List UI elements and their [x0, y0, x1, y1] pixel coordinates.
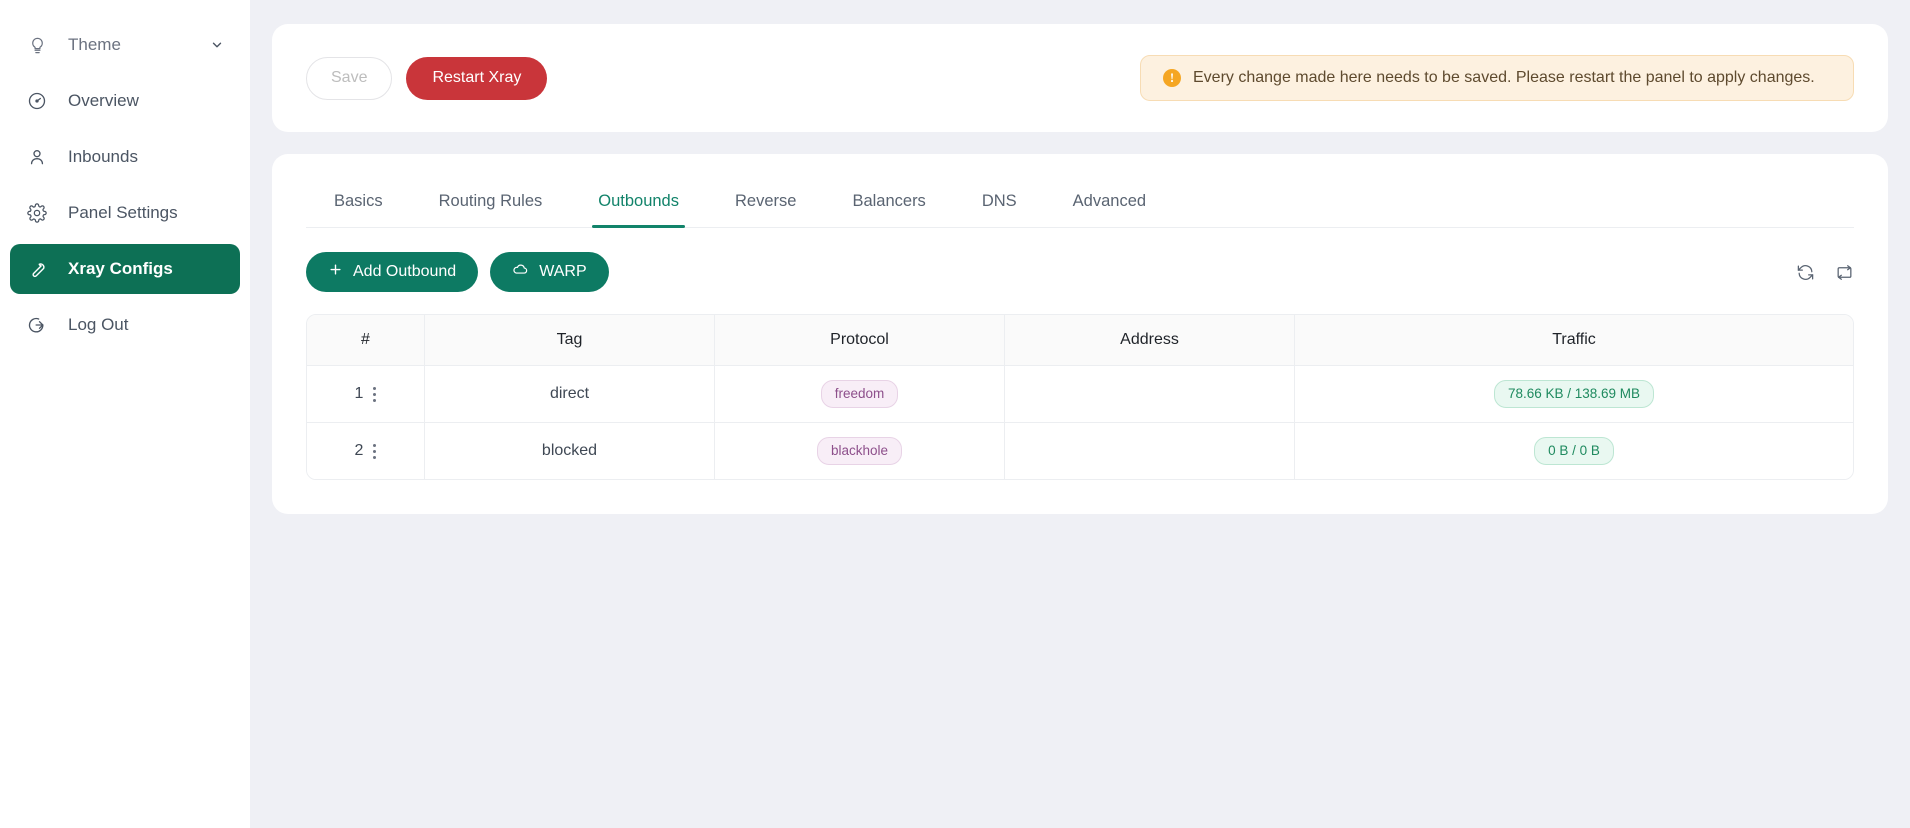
toolbar-card: Save Restart Xray ! Every change made he…: [272, 24, 1888, 132]
protocol-badge: freedom: [820, 380, 899, 409]
table-header-row: # Tag Protocol Address Traffic: [307, 315, 1853, 366]
row-menu-icon[interactable]: [373, 443, 377, 459]
sidebar-item-label: Overview: [68, 91, 139, 110]
sidebar-item-overview[interactable]: Overview: [10, 76, 240, 126]
cell-tag: direct: [425, 366, 715, 424]
cell-address: [1005, 366, 1295, 424]
column-header-tag: Tag: [425, 315, 715, 366]
column-header-traffic: Traffic: [1295, 315, 1853, 366]
wrench-icon: [26, 258, 48, 280]
outbounds-table: # Tag Protocol Address Traffic 1: [306, 314, 1854, 481]
add-outbound-button[interactable]: Add Outbound: [306, 252, 479, 292]
cell-address: [1005, 423, 1295, 480]
cell-protocol: freedom: [715, 366, 1005, 424]
sidebar-item-panel-settings[interactable]: Panel Settings: [10, 188, 240, 238]
warp-label: WARP: [539, 263, 587, 280]
bulb-icon: [26, 34, 48, 56]
table-body: 1 direct freedom 78.66 KB / 138.69 MB: [307, 366, 1853, 480]
refresh-icon[interactable]: [1796, 263, 1815, 282]
table-row[interactable]: 2 blocked blackhole 0 B / 0 B: [307, 423, 1853, 480]
gauge-icon: [26, 90, 48, 112]
save-button[interactable]: Save: [306, 56, 393, 100]
tab-routing-rules[interactable]: Routing Rules: [438, 192, 543, 210]
row-index: 1: [354, 385, 364, 403]
traffic-badge: 0 B / 0 B: [1534, 437, 1614, 466]
tab-outbounds[interactable]: Outbounds: [570, 180, 707, 228]
chevron-down-icon[interactable]: [210, 38, 224, 52]
column-header-protocol: Protocol: [715, 315, 1005, 366]
xray-configs-card: Basics Routing Rules Outbounds Reverse B…: [272, 154, 1888, 515]
sidebar-item-label: Xray Configs: [68, 259, 173, 278]
sidebar-item-inbounds[interactable]: Inbounds: [10, 132, 240, 182]
sidebar-item-theme[interactable]: Theme: [10, 20, 240, 70]
gear-icon: [26, 202, 48, 224]
exclamation-circle-icon: !: [1163, 69, 1181, 87]
sidebar-item-log-out[interactable]: Log Out: [10, 300, 240, 350]
row-menu-icon[interactable]: [373, 386, 377, 402]
sidebar-item-label: Theme: [68, 35, 121, 54]
warp-button[interactable]: WARP: [490, 252, 609, 292]
tab-basics[interactable]: Basics: [334, 192, 383, 210]
sidebar-item-label: Inbounds: [68, 147, 138, 166]
protocol-badge: blackhole: [816, 437, 903, 466]
sidebar-item-xray-configs[interactable]: Xray Configs: [10, 244, 240, 294]
table-tools: [1796, 263, 1854, 282]
save-warning-banner: ! Every change made here needs to be sav…: [1140, 55, 1854, 101]
restart-xray-button[interactable]: Restart Xray: [406, 56, 548, 100]
sidebar-item-label: Panel Settings: [68, 203, 178, 222]
tab-balancers[interactable]: Balancers: [852, 192, 926, 210]
cell-index: 2: [307, 423, 425, 480]
plus-icon: [328, 262, 343, 282]
save-warning-text: Every change made here needs to be saved…: [1193, 69, 1815, 86]
row-index: 2: [354, 442, 364, 460]
traffic-badge: 78.66 KB / 138.69 MB: [1493, 380, 1655, 409]
column-header-address: Address: [1005, 315, 1295, 366]
tab-advanced[interactable]: Advanced: [1072, 192, 1147, 210]
column-header-index: #: [307, 315, 425, 366]
cloud-icon: [512, 261, 529, 283]
cell-protocol: blackhole: [715, 423, 1005, 480]
cell-traffic: 0 B / 0 B: [1295, 423, 1853, 480]
user-icon: [26, 146, 48, 168]
swap-arrows-icon[interactable]: [1835, 263, 1854, 282]
config-tabs: Basics Routing Rules Outbounds Reverse B…: [306, 180, 1854, 228]
sidebar: Theme Overview Inbounds: [0, 0, 250, 828]
main-content: Save Restart Xray ! Every change made he…: [250, 0, 1910, 828]
tab-reverse[interactable]: Reverse: [734, 192, 797, 210]
logout-icon: [26, 314, 48, 336]
sidebar-item-label: Log Out: [68, 315, 129, 334]
cell-index: 1: [307, 366, 425, 424]
tab-dns[interactable]: DNS: [981, 192, 1017, 210]
add-outbound-label: Add Outbound: [353, 263, 457, 280]
table-row[interactable]: 1 direct freedom 78.66 KB / 138.69 MB: [307, 366, 1853, 424]
outbound-actions: Add Outbound WARP: [306, 252, 1854, 292]
table-header: # Tag Protocol Address Traffic: [307, 315, 1853, 366]
cell-traffic: 78.66 KB / 138.69 MB: [1295, 366, 1853, 424]
cell-tag: blocked: [425, 423, 715, 480]
